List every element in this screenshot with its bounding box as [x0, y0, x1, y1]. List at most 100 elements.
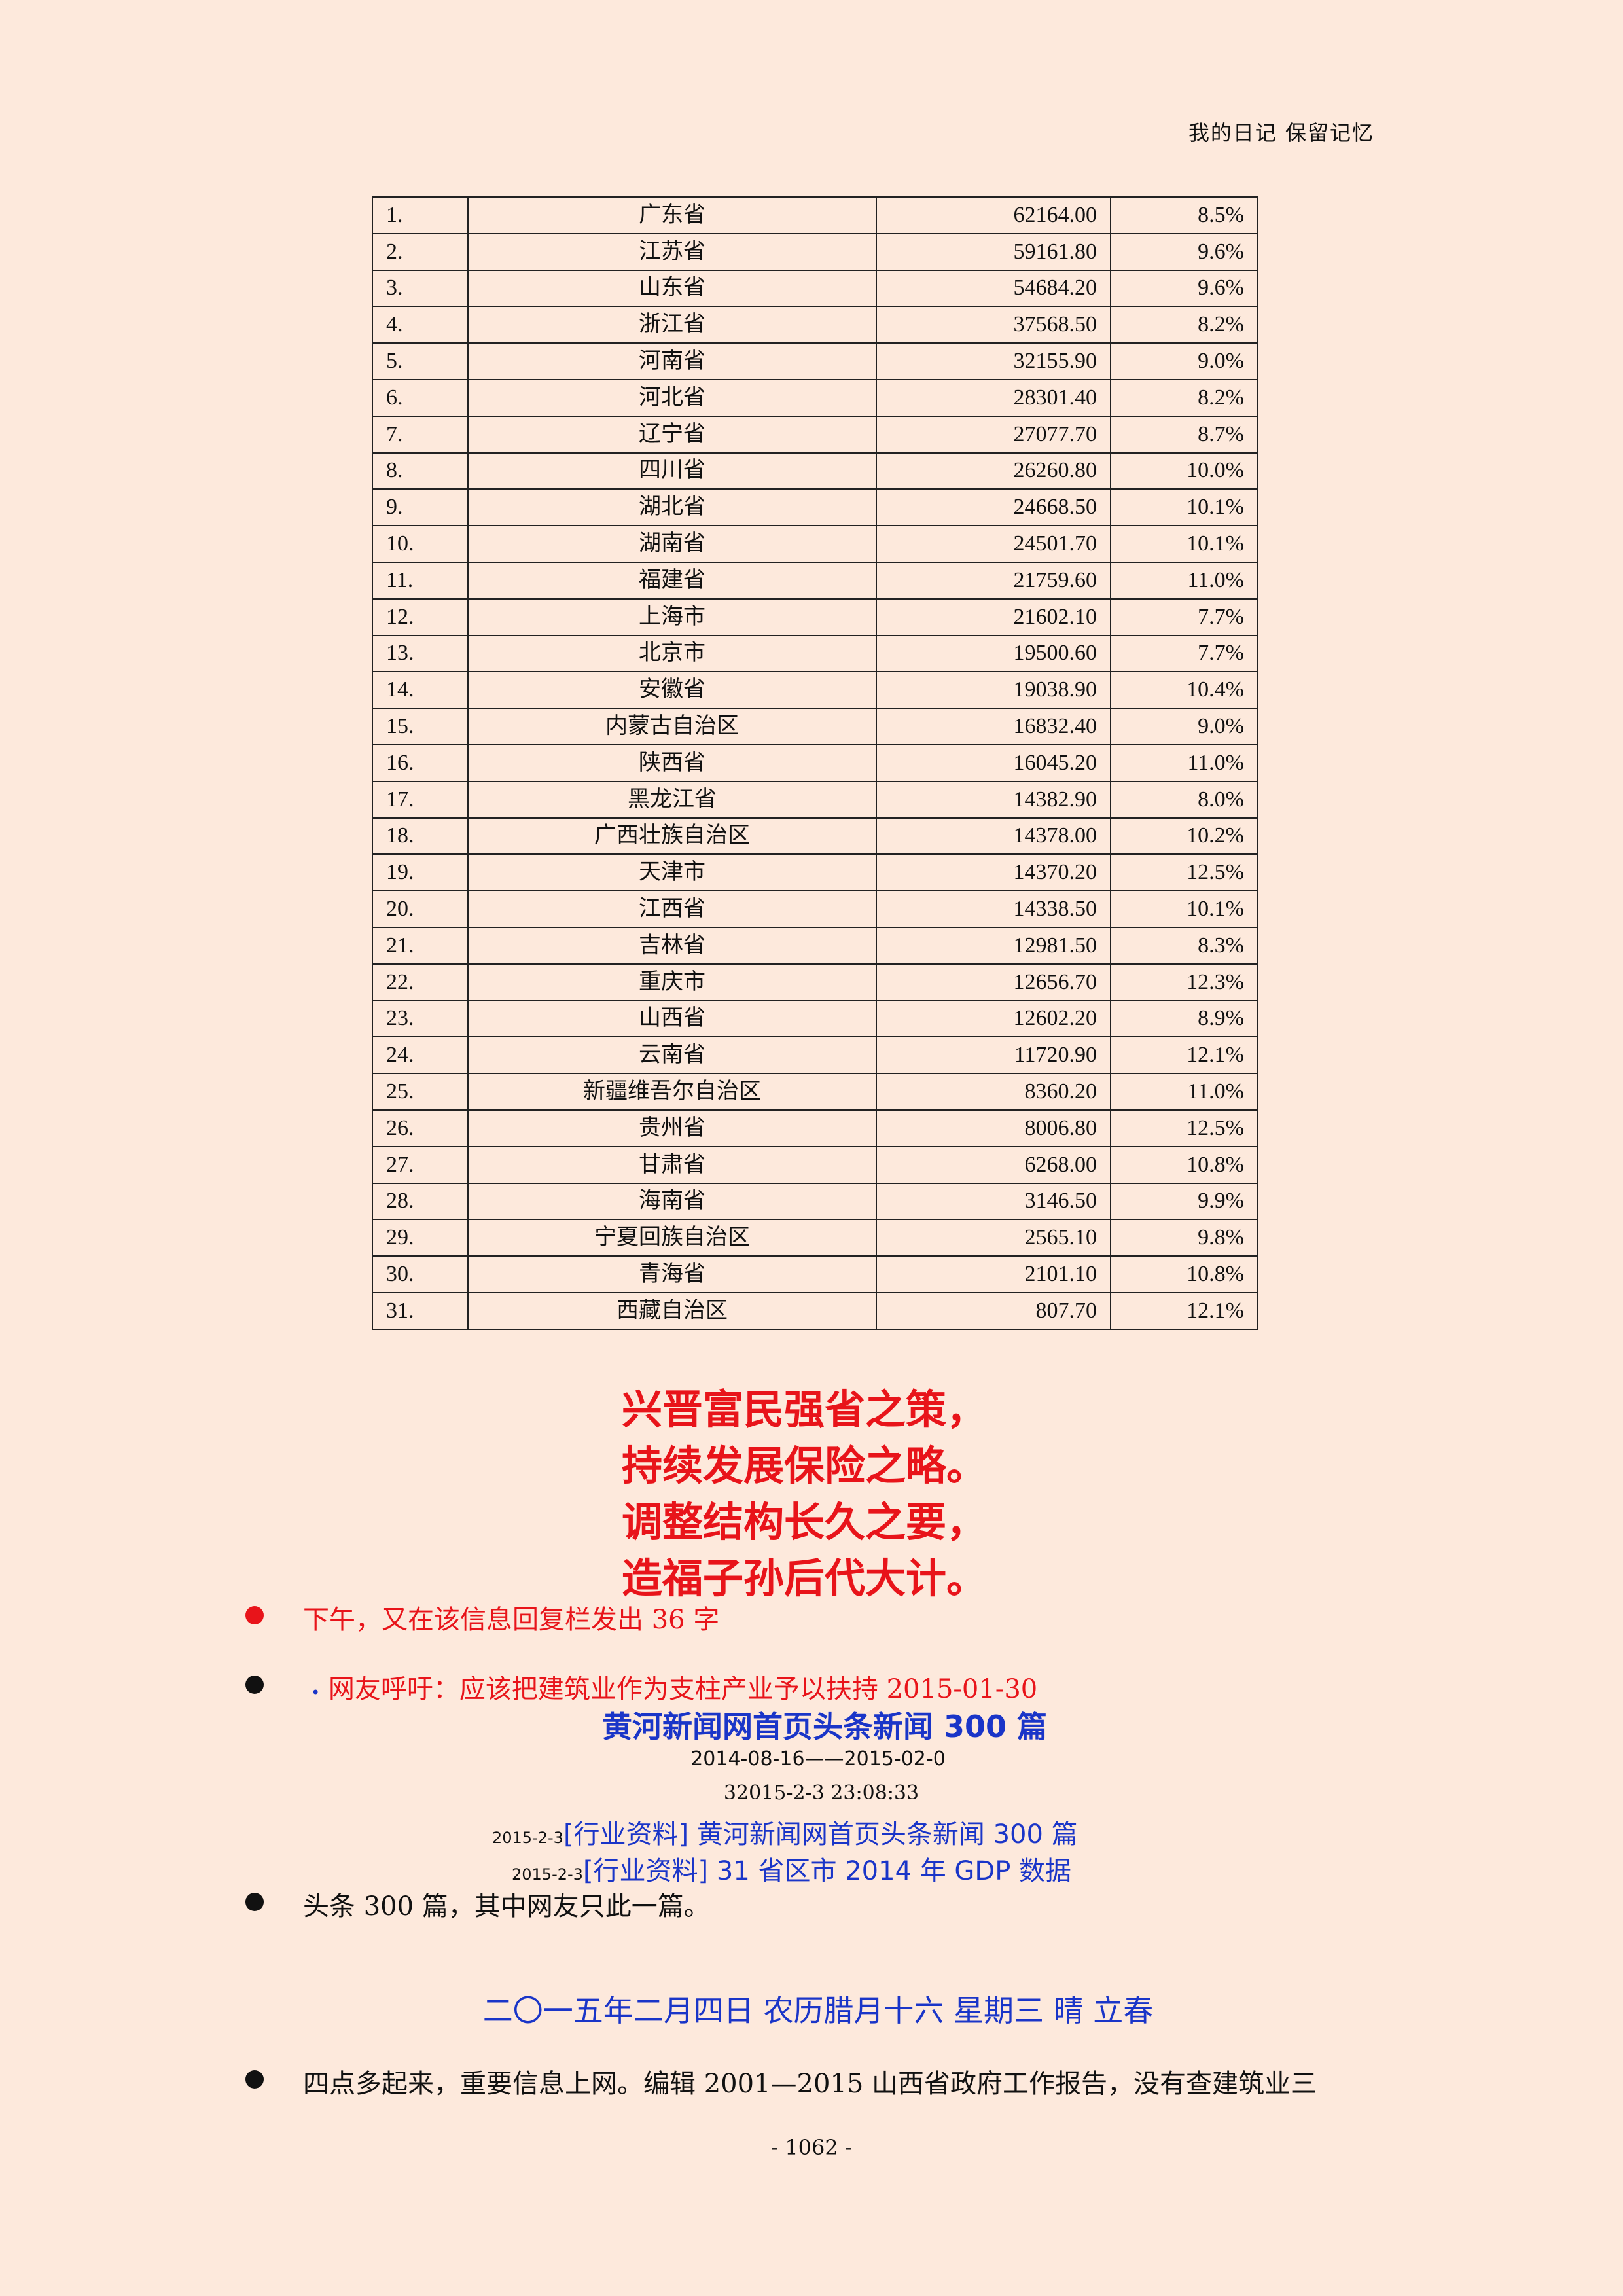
- tag-link[interactable]: [行业资料]: [582, 1856, 709, 1886]
- gdp-cell: 62164.00: [876, 196, 1111, 234]
- tag-link[interactable]: [行业资料]: [563, 1820, 689, 1850]
- province-cell: 西藏自治区: [467, 1291, 877, 1330]
- growth-cell: 10.1%: [1110, 488, 1258, 527]
- growth-cell: 9.0%: [1110, 708, 1258, 745]
- province-cell: 广西壮族自治区: [467, 817, 877, 855]
- growth-cell: 10.8%: [1110, 1145, 1258, 1184]
- gdp-cell: 12656.70: [876, 963, 1111, 1001]
- rank-cell: 23.: [372, 999, 469, 1038]
- gdp-cell: 24501.70: [876, 525, 1111, 563]
- province-cell: 辽宁省: [467, 415, 877, 454]
- province-cell: 山西省: [467, 999, 877, 1038]
- news-link[interactable]: 31 省区市 2014 年 GDP 数据: [716, 1856, 1072, 1886]
- province-cell: 浙江省: [467, 306, 877, 344]
- province-cell: 青海省: [467, 1255, 877, 1293]
- gdp-cell: 3146.50: [876, 1182, 1111, 1221]
- article-link[interactable]: 网友呼吁：应该把建筑业作为支柱产业予以扶持: [328, 1674, 878, 1704]
- rank-cell: 5.: [372, 342, 469, 380]
- gdp-cell: 12981.50: [876, 926, 1111, 965]
- rank-cell: 1.: [372, 196, 469, 234]
- table-row: 25. 新疆维吾尔自治区 8360.20 11.0%: [372, 1073, 1258, 1111]
- province-cell: 江苏省: [467, 232, 877, 271]
- rank-cell: 15.: [372, 708, 469, 745]
- rank-cell: 12.: [372, 598, 469, 636]
- growth-cell: 10.1%: [1110, 525, 1258, 563]
- growth-cell: 7.7%: [1110, 634, 1258, 673]
- table-row: 12. 上海市 21602.10 7.7%: [372, 598, 1258, 636]
- province-cell: 贵州省: [467, 1109, 877, 1147]
- province-cell: 新疆维吾尔自治区: [467, 1073, 877, 1111]
- province-cell: 黑龙江省: [467, 780, 877, 819]
- rank-cell: 27.: [372, 1145, 469, 1184]
- gdp-cell: 14370.20: [876, 853, 1111, 892]
- gdp-cell: 24668.50: [876, 488, 1111, 527]
- rank-cell: 22.: [372, 963, 469, 1001]
- growth-cell: 8.7%: [1110, 415, 1258, 454]
- province-cell: 重庆市: [467, 963, 877, 1001]
- rank-cell: 9.: [372, 488, 469, 527]
- province-cell: 上海市: [467, 598, 877, 636]
- gdp-cell: 21602.10: [876, 598, 1111, 636]
- rank-cell: 26.: [372, 1109, 469, 1147]
- growth-cell: 11.0%: [1110, 561, 1258, 600]
- gdp-cell: 16832.40: [876, 708, 1111, 745]
- rank-cell: 7.: [372, 415, 469, 454]
- table-row: 18. 广西壮族自治区 14378.00 10.2%: [372, 817, 1258, 855]
- province-cell: 甘肃省: [467, 1145, 877, 1184]
- gdp-cell: 2101.10: [876, 1255, 1111, 1293]
- table-row: 6. 河北省 28301.40 8.2%: [372, 378, 1258, 417]
- news-link-row: 2015-2-3[行业资料] 黄河新闻网首页头条新闻 300 篇: [492, 1820, 1078, 1850]
- growth-cell: 7.7%: [1110, 598, 1258, 636]
- province-cell: 内蒙古自治区: [467, 708, 877, 745]
- gdp-cell: 28301.40: [876, 378, 1111, 417]
- table-row: 7. 辽宁省 27077.70 8.7%: [372, 415, 1258, 454]
- news-title: 黄河新闻网首页头条新闻 300 篇: [601, 1709, 1048, 1744]
- rank-cell: 31.: [372, 1291, 469, 1330]
- province-cell: 福建省: [467, 561, 877, 600]
- gdp-cell: 37568.50: [876, 306, 1111, 344]
- table-row: 15. 内蒙古自治区 16832.40 9.0%: [372, 708, 1258, 745]
- growth-cell: 8.2%: [1110, 378, 1258, 417]
- gdp-cell: 19500.60: [876, 634, 1111, 673]
- rank-cell: 16.: [372, 744, 469, 782]
- growth-cell: 8.5%: [1110, 196, 1258, 234]
- growth-cell: 9.6%: [1110, 232, 1258, 271]
- poem-line: 兴晋富民强省之策，: [0, 1376, 1623, 1435]
- rank-cell: 25.: [372, 1073, 469, 1111]
- province-cell: 山东省: [467, 269, 877, 308]
- table-row: 21. 吉林省 12981.50 8.3%: [372, 926, 1258, 965]
- news-link[interactable]: 黄河新闻网首页头条新闻 300 篇: [696, 1820, 1078, 1850]
- bullet-text: 四点多起来，重要信息上网。编辑 2001—2015 山西省政府工作报告，没有查建…: [303, 2069, 1317, 2099]
- table-row: 30. 青海省 2101.10 10.8%: [372, 1255, 1258, 1293]
- gdp-cell: 19038.90: [876, 671, 1111, 709]
- province-cell: 四川省: [467, 452, 877, 490]
- poem-text: 兴晋富民强省之策，: [622, 1386, 988, 1433]
- growth-cell: 10.0%: [1110, 452, 1258, 490]
- province-cell: 河南省: [467, 342, 877, 380]
- table-row: 31. 西藏自治区 807.70 12.1%: [372, 1291, 1258, 1330]
- bullet-text: 头条 300 篇，其中网友只此一篇。: [303, 1892, 710, 1922]
- table-row: 28. 海南省 3146.50 9.9%: [372, 1182, 1258, 1221]
- growth-cell: 9.6%: [1110, 269, 1258, 308]
- rank-cell: 10.: [372, 525, 469, 563]
- province-cell: 湖北省: [467, 488, 877, 527]
- rank-cell: 18.: [372, 817, 469, 855]
- growth-cell: 10.4%: [1110, 671, 1258, 709]
- growth-cell: 10.8%: [1110, 1255, 1258, 1293]
- table-row: 17. 黑龙江省 14382.90 8.0%: [372, 780, 1258, 819]
- gdp-cell: 807.70: [876, 1291, 1111, 1330]
- gdp-cell: 16045.20: [876, 744, 1111, 782]
- province-cell: 湖南省: [467, 525, 877, 563]
- table-row: 23. 山西省 12602.20 8.9%: [372, 999, 1258, 1038]
- table-row: 1. 广东省 62164.00 8.5%: [372, 196, 1258, 234]
- growth-cell: 8.0%: [1110, 780, 1258, 819]
- table-row: 14. 安徽省 19038.90 10.4%: [372, 671, 1258, 709]
- bullet-icon: [245, 1606, 264, 1624]
- growth-cell: 10.2%: [1110, 817, 1258, 855]
- table-row: 20. 江西省 14338.50 10.1%: [372, 890, 1258, 928]
- news-link-row: 2015-2-3[行业资料] 31 省区市 2014 年 GDP 数据: [512, 1856, 1072, 1886]
- rank-cell: 19.: [372, 853, 469, 892]
- growth-cell: 12.1%: [1110, 1036, 1258, 1075]
- gdp-cell: 12602.20: [876, 999, 1111, 1038]
- gdp-cell: 8360.20: [876, 1073, 1111, 1111]
